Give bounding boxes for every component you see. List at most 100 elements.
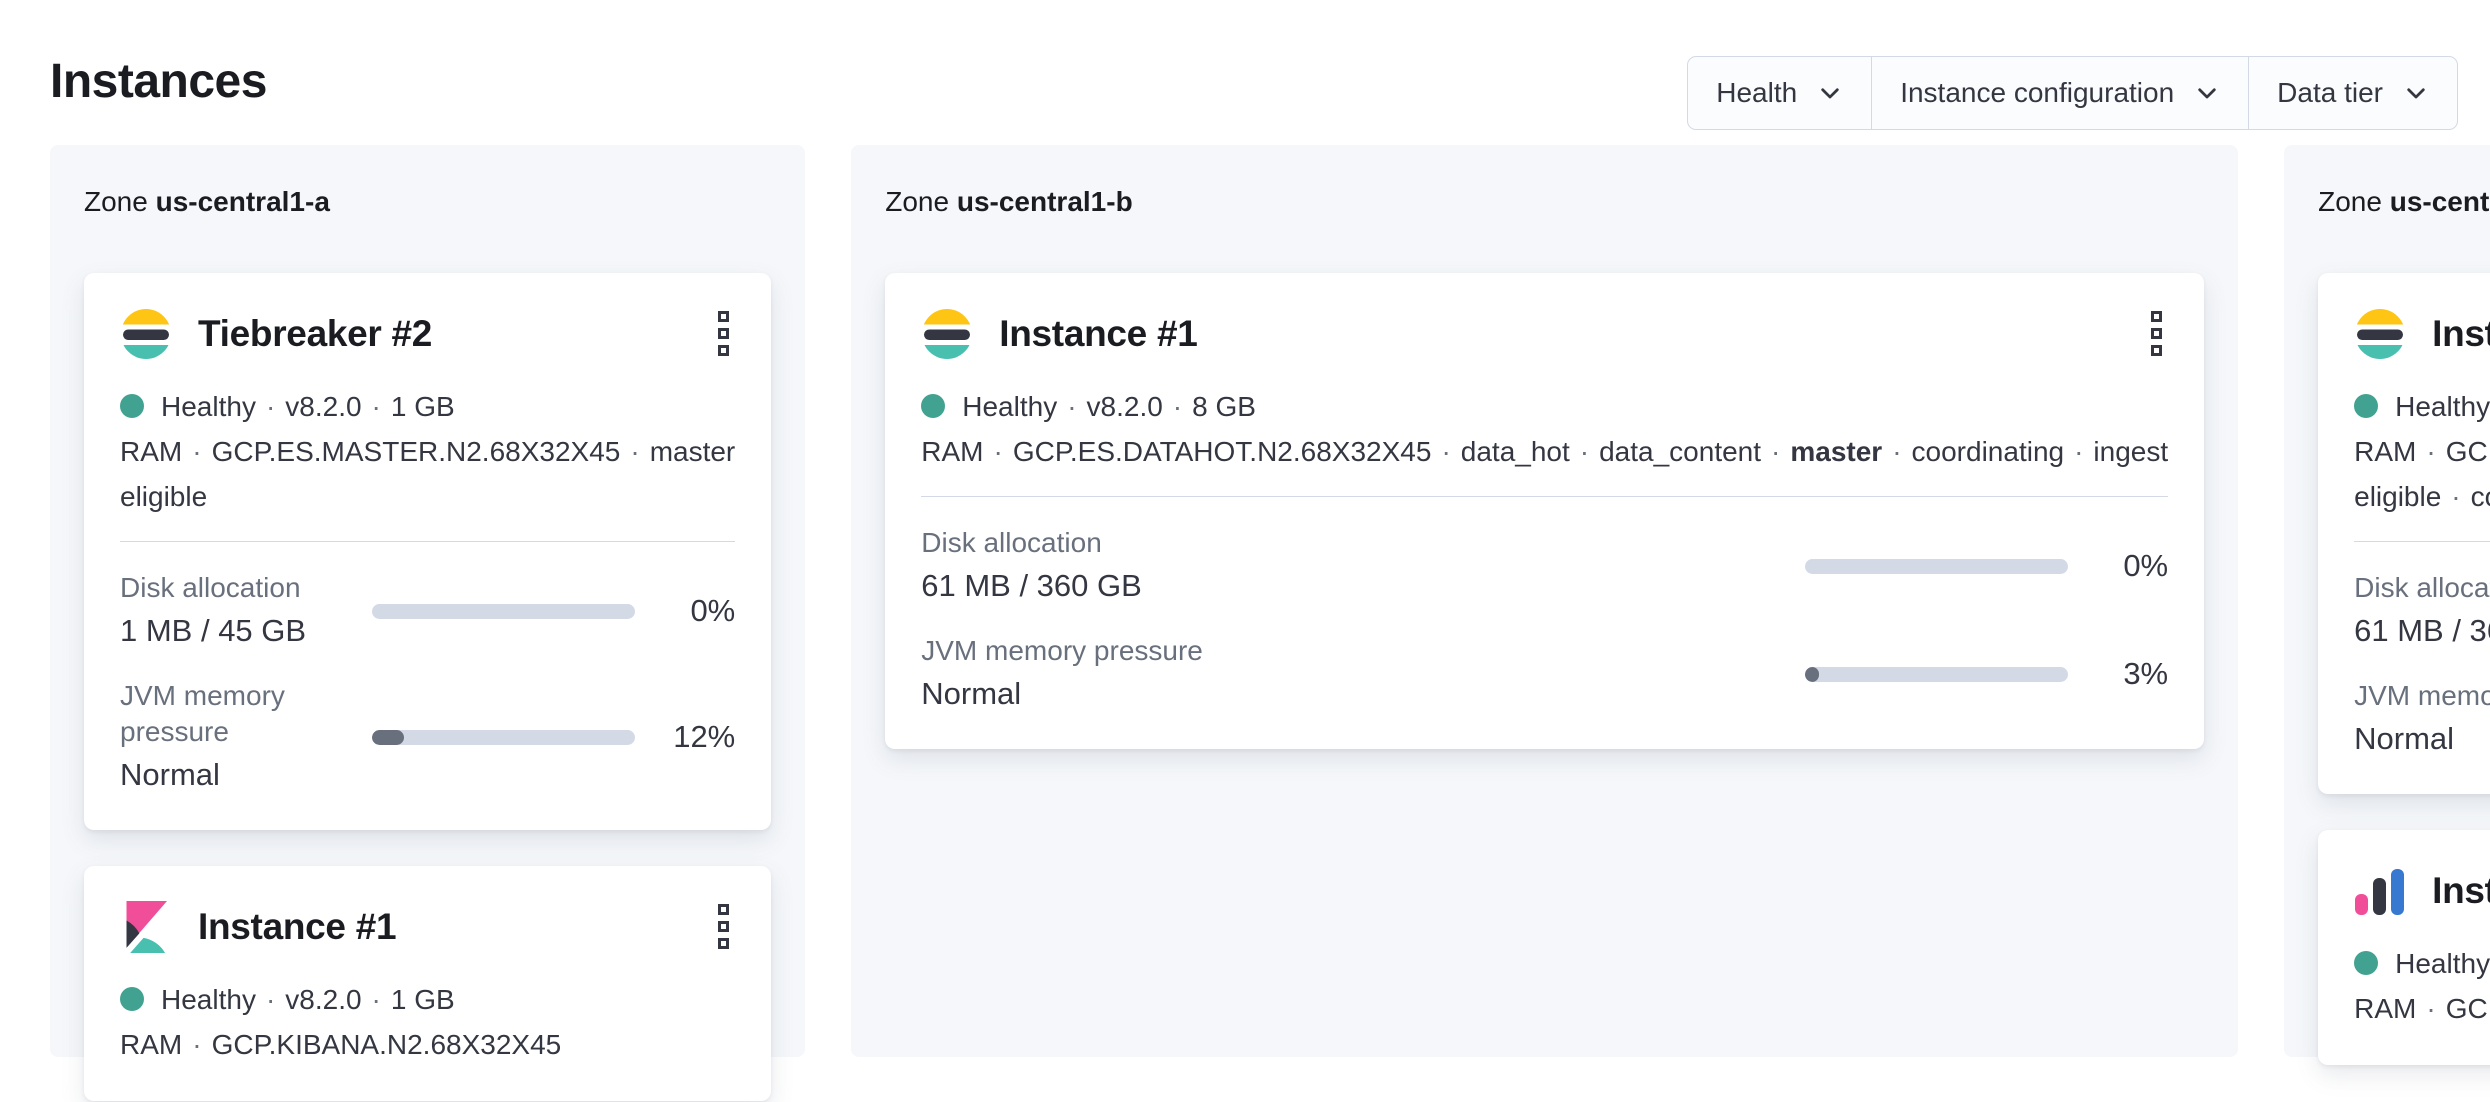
card-header: Instance #1 xyxy=(120,900,735,953)
status-line: Healthy·v8.2.0·8 GB RAM·GCP.ES.DATAHOT.N… xyxy=(921,384,2168,474)
health-dot xyxy=(921,394,946,418)
zones-row: Zone us-central1-a Tiebreaker #2 Healthy ·… xyxy=(50,145,2490,1101)
status-line: Healthy·v8.2.0·8 GB RAM·GCP.ES.DATAHOT.N… xyxy=(2354,384,2490,519)
card-title: Instance #1 xyxy=(198,905,397,947)
status-segment: GCP.ES.DATAHOT.N2.68X32X45 xyxy=(2445,436,2490,467)
card-divider xyxy=(2354,541,2490,542)
dot-separator-icon: · xyxy=(2426,993,2436,1024)
dot-separator-icon: · xyxy=(192,436,202,467)
zone-label: Zone us-central1-a xyxy=(84,185,771,219)
boxes-vertical-icon xyxy=(718,345,730,356)
metric-text: JVM memory pressure Normal xyxy=(2354,678,2490,760)
metric-value: 61 MB / 360 GB xyxy=(921,568,1142,603)
chevron-down-icon xyxy=(2407,88,2425,99)
filter-button-health[interactable]: Health xyxy=(1688,57,1871,129)
integrations-server-logo-icon xyxy=(2355,868,2405,915)
boxes-vertical-icon xyxy=(718,921,730,932)
dot-separator-icon: · xyxy=(630,436,640,467)
card-title: Instance #0 xyxy=(2432,869,2490,911)
zone-label-prefix: Zone xyxy=(84,186,156,217)
boxes-vertical-icon xyxy=(718,328,730,339)
dot-separator-icon: · xyxy=(2451,481,2461,512)
health-dot xyxy=(2354,951,2379,975)
metric-label: JVM memory pressure xyxy=(2354,680,2490,711)
metric-value: 61 MB / 360 GB xyxy=(2354,613,2490,648)
card-title: Instance #1 xyxy=(999,312,1198,354)
dot-separator-icon: · xyxy=(192,1029,202,1060)
filter-button-data-tier[interactable]: Data tier xyxy=(2248,57,2457,129)
metric-text: JVM memory pressure Normal xyxy=(921,633,1805,715)
status-segment: Healthy xyxy=(962,391,1058,422)
metric-text: JVM memory pressure Normal xyxy=(120,678,372,796)
zone-panel-us-central1-c: Zone us-central1-c Instance #0Healthy·v8… xyxy=(2284,145,2490,1065)
metric-text: Disk allocation 1 MB / 45 GB xyxy=(120,570,372,652)
status-segment: 1 GB RAM xyxy=(120,984,455,1060)
status-line: Healthy·v8.2.0·1 GB RAM·GCP.INTEGRATIONS… xyxy=(2354,941,2490,1031)
card-header: Instance #0 xyxy=(2354,864,2490,917)
status-line: Healthy · v8.2.0 · 1 GB RAM · GCP.ES.MASTER.N2… xyxy=(120,384,735,519)
status-segment: Healthy xyxy=(2395,391,2490,422)
metric-value: Normal xyxy=(921,676,1022,711)
status-line: Healthy · v8.2.0 · 1 GB RAM · GCP.KIBANA.N2.68… xyxy=(120,977,735,1067)
boxes-vertical-icon xyxy=(2151,345,2163,356)
zone-panel-us-central1-a: Zone us-central1-a Tiebreaker #2 Healthy ·… xyxy=(50,145,806,1101)
instance-card: Instance #1 Healthy · v8.2.0 · 1 GB RAM · GCP.K… xyxy=(84,866,772,1101)
health-dot xyxy=(120,987,144,1011)
filter-button-instance-configuration[interactable]: Instance configuration xyxy=(1871,57,2248,129)
status-segment: Healthy xyxy=(2395,948,2490,979)
boxes-vertical-icon xyxy=(718,904,730,915)
status-segment: v8.2.0 xyxy=(285,391,362,422)
status-segment: GCP.ES.DATAHOT.N2.68X32X45 xyxy=(1012,436,1432,467)
progress-bar xyxy=(1805,558,2069,574)
dot-separator-icon: · xyxy=(2074,436,2084,467)
elasticsearch-logo-icon xyxy=(2355,308,2406,359)
health-dot xyxy=(2354,394,2379,418)
status-segment: data_hot xyxy=(1460,436,1570,467)
progress-bar xyxy=(372,729,636,745)
kebab-menu-button[interactable] xyxy=(712,900,735,953)
chevron-down-icon xyxy=(2198,88,2216,99)
filter-button-label: Data tier xyxy=(2277,77,2383,108)
kebab-menu-button[interactable] xyxy=(2145,307,2168,360)
metric-label: JVM memory pressure xyxy=(921,635,1203,666)
status-segment: coordinating xyxy=(2470,481,2490,512)
status-segment: ingest xyxy=(2093,436,2169,467)
dot-separator-icon: · xyxy=(1067,391,1077,422)
card-title: Instance #0 xyxy=(2432,312,2490,354)
metric-label: Disk allocation xyxy=(2354,572,2490,603)
status-segment: v8.2.0 xyxy=(285,984,362,1015)
metric-label: Disk allocation xyxy=(120,572,301,603)
status-segment: v8.2.0 xyxy=(1086,391,1163,422)
card-header: Instance #1 xyxy=(921,307,2168,360)
card-stack: Tiebreaker #2 Healthy · v8.2.0 · 1 GB RAM · GCP… xyxy=(84,273,772,1101)
card-stack: Instance #1 Healthy · v8.2.0 · 8 GB RAM · GCP.E… xyxy=(885,273,2205,749)
metric-row: Disk allocation 1 MB / 45 GB 0% xyxy=(120,570,735,652)
boxes-vertical-icon xyxy=(2151,311,2163,322)
dot-separator-icon: · xyxy=(265,391,276,422)
zone-label: Zone us-central1-c xyxy=(2318,185,2490,219)
status-segment: GCP.KIBANA.N2.68X32X45 xyxy=(211,1029,562,1060)
status-segment: Healthy xyxy=(161,391,256,422)
kebab-menu-button[interactable] xyxy=(712,307,735,360)
dot-separator-icon: · xyxy=(1892,436,1902,467)
metric-row: JVM memory pressure Normal 12% xyxy=(120,678,735,796)
status-segment: master eligible xyxy=(120,436,736,512)
page-title: Instances xyxy=(50,55,267,108)
filter-button-label: Instance configuration xyxy=(1900,77,2175,108)
status-segment: 1 GB RAM xyxy=(120,391,455,467)
status-segment: 8 GB RAM xyxy=(921,391,1256,467)
dot-separator-icon: · xyxy=(1771,436,1781,467)
metric-percent: 0% xyxy=(690,593,736,628)
status-segment: 1 GB RAM xyxy=(2354,993,2417,1024)
metric-value: Normal xyxy=(120,757,220,792)
metrics-section: Disk allocation 61 MB / 360 GB 0% JVM memor… xyxy=(921,525,2168,715)
card-divider xyxy=(921,496,2169,497)
elasticsearch-logo-icon xyxy=(922,308,973,359)
metric-row: JVM memory pressureNormal2% xyxy=(2354,678,2490,760)
elasticsearch-logo-icon xyxy=(121,308,171,359)
filter-group: Health Instance configuration Data tier xyxy=(1687,56,2458,130)
card-title: Tiebreaker #2 xyxy=(198,312,433,354)
metric-text: Disk allocation 61 MB / 360 GB xyxy=(921,525,1805,607)
chevron-down-icon xyxy=(1821,88,1839,99)
